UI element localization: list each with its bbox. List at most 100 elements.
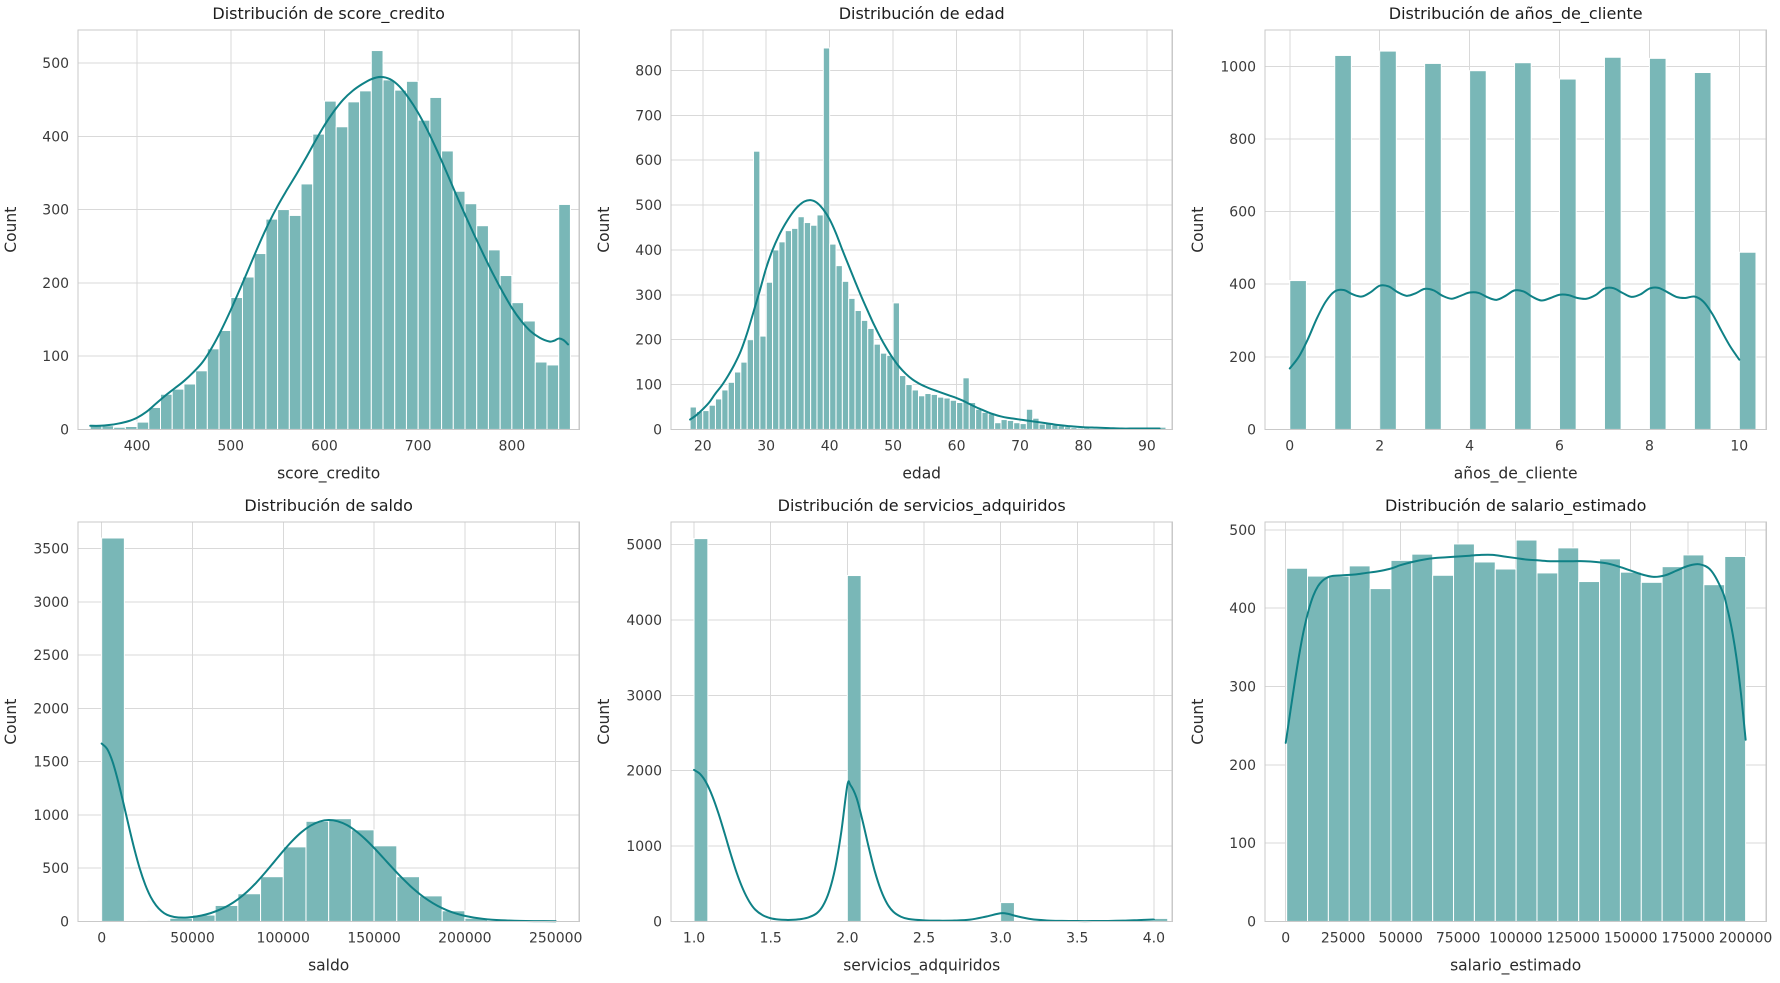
chart-salario-estimado: 0 25000 50000 75000 100000 125000 150000 175000…	[1189, 496, 1772, 975]
x-tick-label: 6	[1555, 438, 1564, 454]
kde-curve	[100, 742, 557, 922]
axes-spines	[77, 520, 580, 922]
y-tick-label: 100	[636, 378, 663, 394]
x-tick-label: 200000	[1719, 930, 1772, 946]
bar	[899, 375, 907, 430]
y-tick-label: 600	[1229, 205, 1256, 221]
x-tick-label: 600	[311, 438, 338, 454]
y-tick-label: 2000	[33, 701, 69, 717]
bar	[1000, 419, 1009, 430]
bar	[1682, 553, 1705, 922]
bar	[810, 224, 818, 430]
x-tick-label: 75000	[1436, 930, 1481, 946]
bar	[171, 388, 185, 430]
y-tick-label: 400	[636, 243, 663, 259]
bar	[740, 361, 749, 430]
bar	[1577, 580, 1600, 922]
bar	[747, 339, 755, 430]
gridlines	[671, 521, 1173, 922]
bar	[1515, 539, 1538, 922]
x-tick-label: 800	[499, 438, 526, 454]
y-tick-label: 3000	[627, 688, 663, 704]
y-tick-label: 100	[42, 349, 69, 365]
bar	[1619, 571, 1642, 922]
chart-title: Distribución de salario_estimado	[1385, 496, 1646, 516]
bar	[1536, 571, 1559, 922]
x-tick-label: 200000	[438, 930, 491, 946]
plot-area	[671, 521, 1173, 921]
x-tick-label: 4	[1465, 438, 1474, 454]
x-tick-label: 80	[1075, 438, 1093, 454]
bar	[848, 297, 856, 430]
y-tick-label: 1000	[627, 839, 663, 855]
axes-spines	[77, 29, 580, 431]
x-tick-label: 90	[1138, 438, 1156, 454]
bar	[1032, 417, 1040, 430]
x-tick-label: 100000	[257, 930, 310, 946]
x-tick-label: 125000	[1546, 930, 1599, 946]
histogram-bars	[1288, 50, 1757, 430]
bar	[772, 249, 780, 430]
x-tick-label: 1.5	[760, 930, 782, 946]
bar	[476, 225, 489, 430]
y-axis-label: Count	[595, 207, 613, 253]
bar	[417, 119, 431, 430]
x-tick-label: 700	[405, 438, 432, 454]
x-tick-label: 10	[1730, 438, 1748, 454]
x-axis-label: años_de_cliente	[1453, 464, 1577, 483]
chart-title: Distribución de saldo	[244, 496, 413, 515]
bar	[1285, 567, 1308, 922]
bar	[288, 214, 302, 430]
bar	[1390, 559, 1412, 922]
bar	[924, 393, 933, 430]
bar	[847, 574, 862, 922]
y-axis-label: Count	[2, 207, 20, 253]
bar	[1598, 557, 1621, 922]
bar	[1378, 50, 1397, 430]
kde-curve	[693, 768, 1156, 922]
y-tick-label: 500	[42, 861, 69, 877]
y-tick-label: 200	[636, 333, 663, 349]
y-tick-label: 1500	[33, 754, 69, 770]
bar	[981, 411, 990, 430]
y-tick-label: 0	[653, 914, 662, 930]
chart-title: Distribución de edad	[839, 4, 1005, 23]
bar	[1693, 72, 1712, 430]
bar	[359, 90, 372, 430]
y-tick-label: 5000	[627, 537, 663, 553]
y-axis-label: Count	[595, 698, 613, 744]
y-tick-label: 300	[636, 288, 663, 304]
bar	[136, 421, 150, 430]
x-tick-label: 40	[821, 438, 839, 454]
bar	[1513, 62, 1532, 430]
bar	[1640, 581, 1663, 922]
bar	[1648, 57, 1667, 430]
y-tick-label: 300	[42, 203, 69, 219]
bar	[195, 370, 208, 430]
bar	[693, 537, 709, 922]
bar	[300, 183, 314, 430]
y-tick-label: 0	[1247, 422, 1256, 438]
bar	[956, 402, 964, 430]
x-tick-label: 2.5	[913, 930, 935, 946]
y-tick-label: 500	[1229, 522, 1256, 538]
bar	[702, 410, 710, 430]
bar	[441, 150, 454, 430]
bar	[785, 230, 793, 430]
subplot-salario-estimado: 0 25000 50000 75000 100000 125000 150000 175000…	[1187, 492, 1780, 983]
y-tick-label: 100	[1229, 836, 1256, 852]
bar	[734, 371, 742, 430]
bar	[1494, 568, 1517, 922]
bar	[994, 422, 1002, 430]
bar	[1026, 408, 1034, 430]
bar	[829, 243, 837, 430]
y-tick-label: 600	[636, 153, 663, 169]
bar	[328, 817, 352, 922]
bar	[1431, 574, 1454, 922]
bar	[816, 214, 825, 430]
bar	[282, 845, 307, 922]
bar	[842, 280, 850, 430]
bar	[148, 406, 161, 430]
y-tick-label: 200	[42, 276, 69, 292]
bar	[241, 276, 255, 430]
